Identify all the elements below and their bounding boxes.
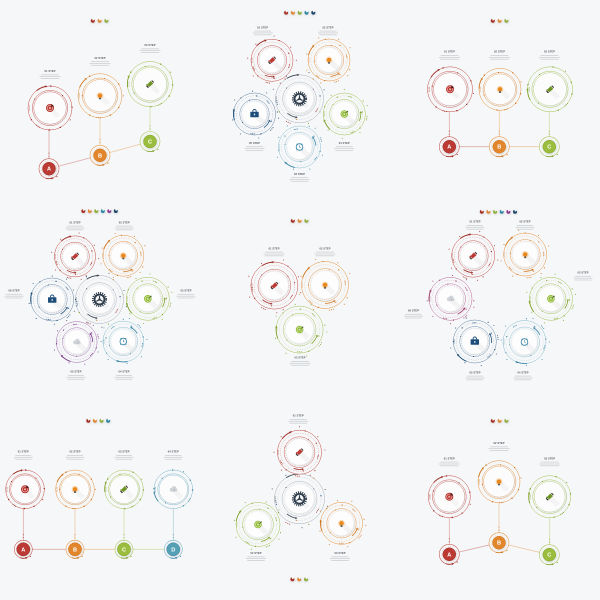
svg-text:A: A	[47, 167, 51, 173]
svg-text:05 STEP: 05 STEP	[469, 370, 480, 374]
svg-text:02 STEP: 02 STEP	[94, 56, 105, 60]
svg-text:01 001: 01 001	[309, 57, 311, 62]
svg-text:01 STEP: 01 STEP	[469, 220, 480, 224]
svg-text:01 001: 01 001	[237, 522, 239, 527]
svg-text:B: B	[497, 145, 501, 151]
svg-text:01 STEP: 01 STEP	[257, 25, 268, 29]
svg-text:01 001: 01 001	[480, 87, 482, 92]
svg-text:01 001: 01 001	[252, 283, 254, 288]
svg-text:01 001: 01 001	[302, 282, 304, 287]
svg-text:01 001: 01 001	[321, 521, 323, 526]
svg-text:01 001: 01 001	[479, 479, 481, 484]
svg-text:01 STEP: 01 STEP	[444, 456, 455, 460]
svg-text:01 STEP: 01 STEP	[18, 450, 29, 454]
svg-text:C: C	[547, 145, 551, 151]
svg-text:04 STEP: 04 STEP	[168, 450, 179, 454]
svg-text:03 STEP: 03 STEP	[577, 271, 588, 275]
svg-text:06 STEP: 06 STEP	[408, 309, 419, 313]
svg-text:01 001: 01 001	[429, 87, 431, 92]
svg-text:01 STEP: 01 STEP	[69, 220, 80, 224]
svg-text:02 STEP: 02 STEP	[69, 450, 80, 454]
svg-text:02 STEP: 02 STEP	[493, 441, 504, 445]
svg-text:01 001: 01 001	[57, 487, 59, 492]
svg-text:B: B	[73, 547, 77, 553]
svg-text:01 001: 01 001	[252, 58, 254, 63]
svg-text:01 001: 01 001	[7, 487, 9, 492]
svg-text:01 STEP: 01 STEP	[293, 414, 304, 418]
svg-text:03 STEP: 03 STEP	[544, 456, 555, 460]
svg-text:01 001: 01 001	[504, 252, 506, 257]
svg-text:05 STEP: 05 STEP	[249, 141, 260, 145]
svg-text:01 001: 01 001	[155, 487, 157, 492]
svg-text:04 STEP: 04 STEP	[118, 370, 129, 374]
svg-text:01 001: 01 001	[234, 111, 236, 116]
svg-text:01 001: 01 001	[279, 144, 281, 149]
svg-text:A: A	[447, 552, 451, 558]
svg-text:02 STEP: 02 STEP	[494, 50, 505, 54]
svg-text:03 STEP: 03 STEP	[334, 551, 345, 555]
svg-text:03 STEP: 03 STEP	[118, 450, 129, 454]
svg-text:01 001: 01 001	[76, 297, 78, 302]
svg-text:01 001: 01 001	[127, 296, 129, 301]
svg-text:02 STEP: 02 STEP	[519, 220, 530, 224]
svg-text:03 STEP: 03 STEP	[294, 356, 305, 360]
svg-text:A: A	[447, 145, 451, 151]
svg-text:01 001: 01 001	[454, 339, 456, 344]
svg-text:01 001: 01 001	[55, 254, 57, 259]
svg-text:01 001: 01 001	[79, 93, 81, 98]
svg-text:01 001: 01 001	[57, 339, 59, 344]
svg-text:02 STEP: 02 STEP	[322, 25, 333, 29]
svg-text:03 STEP: 03 STEP	[144, 43, 155, 47]
svg-text:01 001: 01 001	[129, 81, 131, 86]
svg-text:01 001: 01 001	[429, 494, 431, 499]
svg-text:01 STEP: 01 STEP	[444, 50, 455, 54]
svg-text:D: D	[171, 547, 175, 553]
svg-text:A: A	[21, 547, 25, 553]
svg-text:01 001: 01 001	[103, 339, 105, 344]
svg-text:06 STEP: 06 STEP	[8, 289, 19, 293]
svg-text:01 001: 01 001	[504, 339, 506, 344]
svg-text:02 STEP: 02 STEP	[250, 551, 261, 555]
svg-text:01 001: 01 001	[452, 253, 454, 258]
svg-text:02 STEP: 02 STEP	[319, 246, 330, 250]
svg-text:01 001: 01 001	[31, 297, 33, 302]
svg-text:01 STEP: 01 STEP	[268, 246, 279, 250]
svg-text:01 001: 01 001	[530, 494, 532, 499]
svg-text:03 STEP: 03 STEP	[180, 289, 191, 293]
svg-text:04 STEP: 04 STEP	[339, 141, 350, 145]
svg-text:01 001: 01 001	[530, 296, 532, 301]
svg-text:C: C	[547, 553, 551, 559]
svg-text:02 STEP: 02 STEP	[119, 220, 130, 224]
svg-text:01 001: 01 001	[106, 487, 108, 492]
svg-text:05 STEP: 05 STEP	[70, 370, 81, 374]
svg-text:C: C	[122, 547, 126, 553]
svg-text:01 001: 01 001	[29, 105, 31, 110]
svg-text:01 001: 01 001	[529, 87, 531, 92]
svg-text:01 001: 01 001	[278, 450, 280, 455]
svg-text:01 001: 01 001	[103, 253, 105, 258]
svg-text:01 001: 01 001	[324, 111, 326, 116]
svg-text:03 STEP: 03 STEP	[544, 50, 555, 54]
svg-text:01 001: 01 001	[276, 96, 278, 101]
svg-text:B: B	[98, 153, 102, 159]
svg-text:04 STEP: 04 STEP	[517, 370, 528, 374]
svg-text:01 STEP: 01 STEP	[44, 69, 55, 73]
svg-text:01 001: 01 001	[277, 327, 279, 332]
svg-text:B: B	[497, 541, 501, 547]
svg-text:03 STEP: 03 STEP	[294, 172, 305, 176]
svg-text:C: C	[148, 140, 152, 146]
svg-text:01 001: 01 001	[430, 296, 432, 301]
svg-text:01 001: 01 001	[275, 496, 277, 501]
